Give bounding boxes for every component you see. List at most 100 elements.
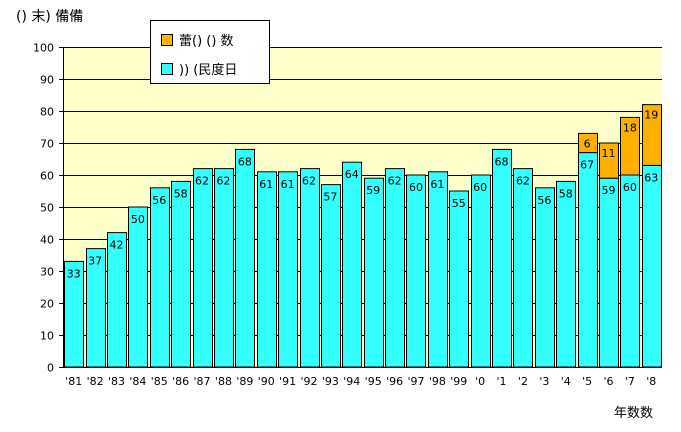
y-tick-label: 20 [40,298,54,311]
y-tick-label: 70 [40,138,54,151]
data-label: 62 [302,175,316,188]
x-tick-label: '0 [475,375,485,388]
x-tick-label: '91 [279,375,296,388]
bar [599,142,619,179]
data-label: 62 [195,175,209,188]
y-tick-label: 50 [40,202,54,215]
data-label: 37 [88,255,102,268]
legend-label: )) (民度日 [179,63,238,78]
x-tick-label: '7 [625,375,635,388]
data-label: 68 [238,155,252,168]
y-tick-label: 80 [40,106,54,119]
data-label: 56 [537,194,551,207]
data-label: 11 [602,147,616,160]
data-label: 58 [559,187,573,200]
y-tick-label: 60 [40,170,54,183]
bar [513,168,533,368]
x-tick-label: '84 [129,375,146,388]
x-tick-label: '88 [215,375,232,388]
x-tick-label: '93 [322,375,339,388]
bar [492,148,512,368]
data-label: 6 [584,137,591,150]
x-tick-label: '8 [646,375,656,388]
bar [171,180,191,368]
x-tick-label: '6 [604,375,614,388]
data-label: 61 [430,178,444,191]
data-label: 18 [623,121,637,134]
bar [150,187,170,368]
x-tick-label: '87 [194,375,211,388]
x-tick-label: '96 [386,375,403,388]
data-label: 55 [452,197,466,210]
bar [471,174,491,368]
x-axis-label: 年数数 [614,406,654,421]
x-tick-label: '5 [582,375,592,388]
x-tick-label: '92 [301,375,318,388]
bar [235,148,255,368]
data-label: 33 [67,267,81,280]
bar [620,174,640,368]
data-label: 59 [366,184,380,197]
data-label: 61 [281,178,295,191]
x-tick-label: '94 [343,375,360,388]
data-label: 62 [216,175,230,188]
y-tick-label: 40 [40,234,54,247]
x-tick-label: '86 [172,375,189,388]
bar [578,152,598,368]
y-tick-label: 10 [40,330,54,343]
x-tick-label: '90 [258,375,275,388]
x-tick-label: '99 [450,375,467,388]
x-tick-label: '1 [497,375,507,388]
legend-item-main: )) (民度日 [161,59,237,78]
data-label: 56 [152,194,166,207]
legend-label: 蕾() () 数 [179,34,234,49]
bar [385,168,405,368]
bar [342,161,362,368]
data-label: 57 [323,191,337,204]
bar [128,206,148,368]
y-tick-label: 90 [40,74,54,87]
data-label: 60 [623,181,637,194]
x-tick-label: '83 [108,375,125,388]
x-tick-label: '97 [407,375,424,388]
bar [620,116,640,176]
data-label: 67 [580,159,594,172]
legend-swatch [161,33,173,46]
data-label: 60 [473,181,487,194]
x-tick-label: '89 [236,375,253,388]
y-axis-label: () 末) 備備 [16,9,84,25]
data-label: 19 [644,109,658,122]
bar [535,187,555,368]
y-tick-label: 0 [47,362,54,375]
bar [257,171,277,368]
bar [642,104,662,166]
data-label: 68 [495,155,509,168]
bar [406,174,426,368]
data-label: 50 [131,213,145,226]
x-tick-label: '3 [539,375,549,388]
data-label: 59 [602,184,616,197]
data-label: 42 [109,239,123,252]
data-label: 63 [644,171,658,184]
y-tick-label: 30 [40,266,54,279]
bar [193,168,213,368]
data-label: 61 [259,178,273,191]
x-tick-label: '98 [429,375,446,388]
x-tick-label: '82 [87,375,104,388]
legend-item-other: 蕾() () 数 [161,30,234,49]
x-tick-label: '85 [151,375,168,388]
x-tick-label: '2 [518,375,528,388]
legend-swatch [161,62,173,75]
bar [642,164,662,368]
bar [321,184,341,368]
bar [599,177,619,368]
data-label: 64 [345,168,359,181]
data-label: 60 [409,181,423,194]
bar [278,171,298,368]
x-tick-label: '81 [65,375,82,388]
bar [428,171,448,368]
x-tick-label: '95 [365,375,382,388]
bar [364,177,384,368]
bar [107,232,127,368]
